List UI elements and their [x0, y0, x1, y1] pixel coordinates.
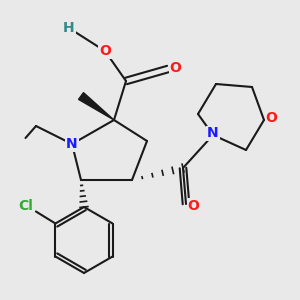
Text: Cl: Cl [18, 199, 33, 212]
Text: H: H [63, 22, 75, 35]
Polygon shape [79, 93, 114, 120]
Text: O: O [266, 112, 278, 125]
Text: O: O [99, 44, 111, 58]
Text: O: O [188, 199, 200, 212]
Text: N: N [207, 127, 219, 140]
Text: N: N [66, 137, 78, 151]
Text: O: O [169, 61, 181, 74]
